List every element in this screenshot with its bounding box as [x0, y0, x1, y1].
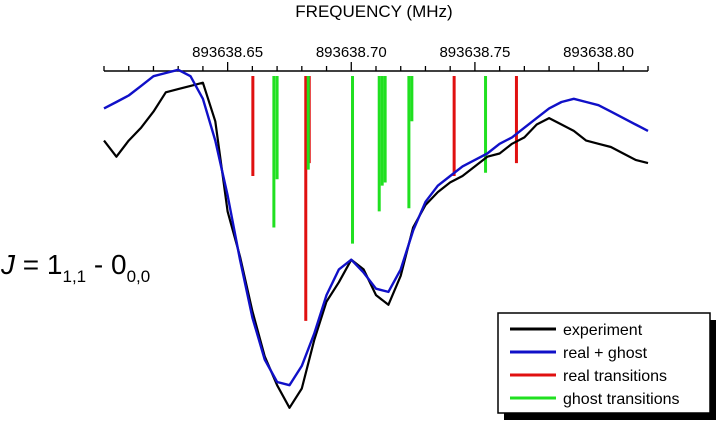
legend-label: real transitions — [563, 368, 667, 385]
x-tick-label: 893638.80 — [563, 44, 634, 61]
x-tick-label: 893638.70 — [316, 44, 387, 61]
x-axis: 893638.65 893638.70 893638.75 893638.80 — [103, 44, 649, 72]
spectrum-lines — [103, 68, 649, 409]
annotation-part2: - 0 — [86, 249, 126, 280]
annotation-part1: = 1 — [15, 249, 62, 280]
x-axis-title: FREQUENCY (MHz) — [295, 2, 452, 21]
quantum-number-annotation: J = 11,1 - 00,0 — [0, 249, 150, 286]
transition-sticks — [251, 76, 518, 321]
annotation-sub2: 0,0 — [127, 267, 151, 286]
legend-label: experiment — [563, 322, 643, 339]
x-tick-label: 893638.75 — [439, 44, 510, 61]
annotation-sub1: 1,1 — [62, 267, 86, 286]
x-tick-label: 893638.65 — [192, 44, 263, 61]
legend: experiment real + ghost real transitions gh… — [497, 312, 716, 420]
annotation-j: J — [0, 249, 16, 280]
real-ghost-line — [103, 68, 649, 387]
legend-label: real + ghost — [563, 345, 648, 362]
legend-label: ghost transitions — [563, 391, 680, 408]
